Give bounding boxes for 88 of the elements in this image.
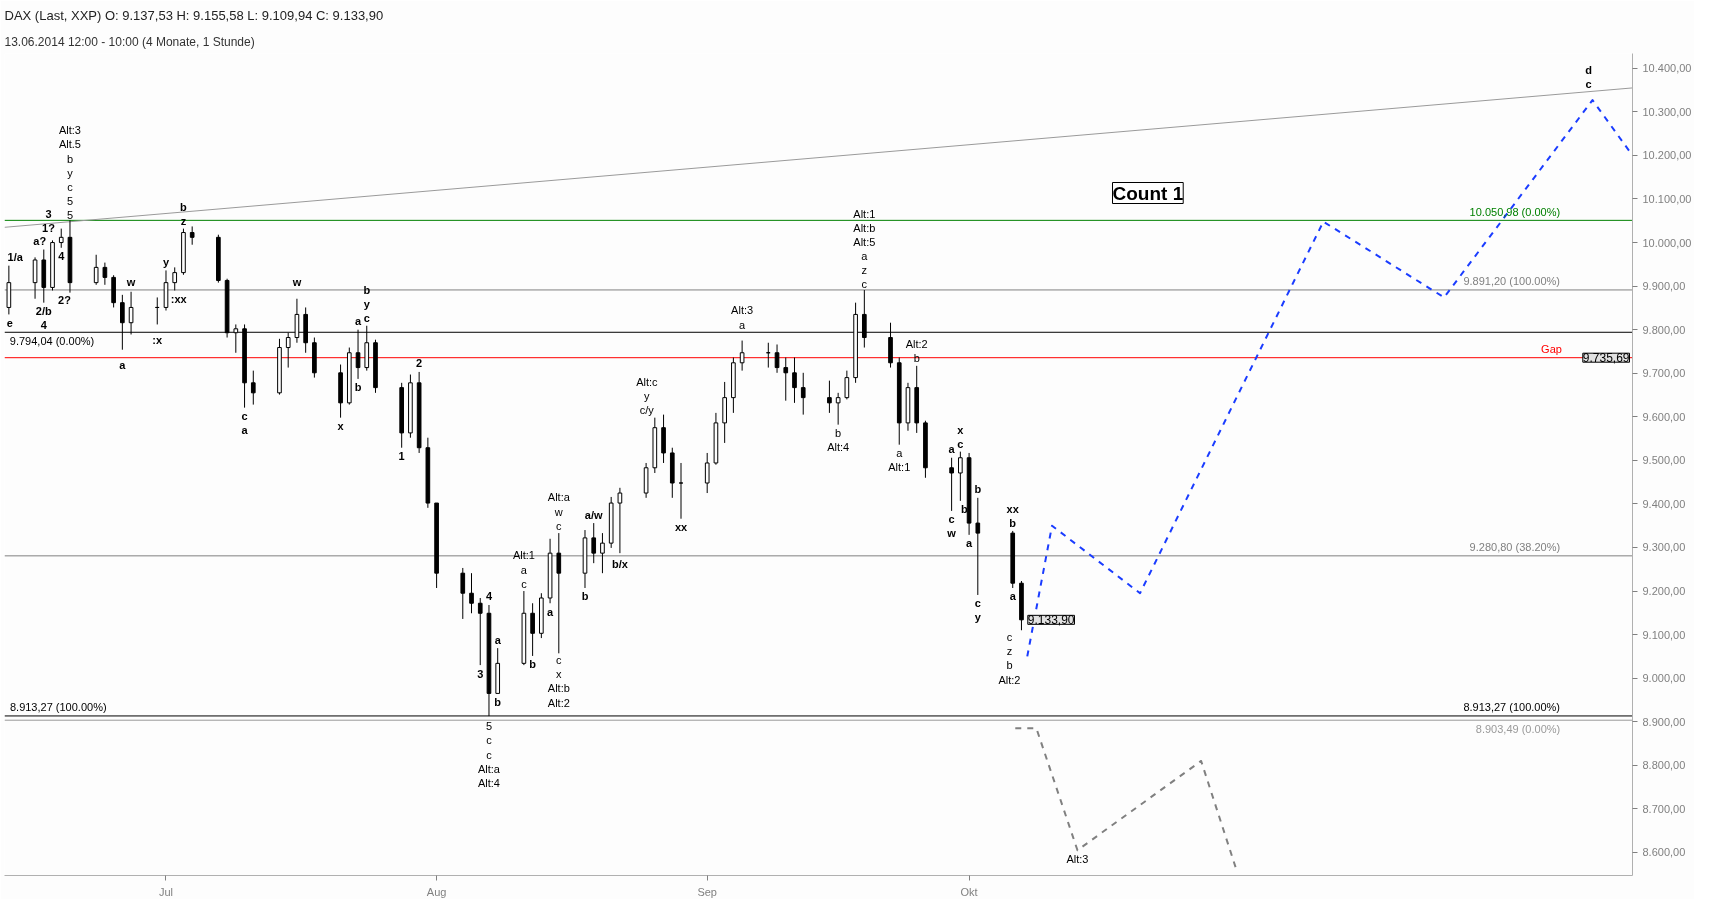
annotation: a? [33, 235, 47, 248]
annotation: x c [957, 423, 965, 450]
x-tick-label: Jul [158, 885, 174, 898]
ref-line-label: 10.050,98 (0.00%) [1469, 205, 1561, 218]
annotation: y [162, 255, 170, 268]
ref-line-label: 8.903,49 (0.00%) [1475, 722, 1561, 735]
y-tick-label: 9.300,00 [1642, 541, 1686, 554]
y-tick-label: 9.000,00 [1642, 672, 1686, 685]
annotation: b [354, 381, 362, 394]
y-tick-label: 8.800,00 [1642, 759, 1686, 772]
y-tick-label: 8.900,00 [1642, 715, 1686, 728]
annotation: 4 [485, 590, 493, 603]
annotation: b [581, 590, 589, 603]
annotation: 2/b 4 [35, 304, 53, 331]
annotation: c a [241, 409, 249, 436]
annotation: e [6, 316, 13, 329]
annotation: Alt:1 a c [512, 549, 535, 590]
annotation: c x Alt:b Alt:2 [547, 654, 570, 709]
annotation: Count 1 [1112, 182, 1184, 204]
y-tick-label: 10.000,00 [1642, 236, 1692, 249]
annotation: 9.735,69 [1582, 351, 1630, 366]
annotation: b [494, 695, 502, 708]
x-tick-label: Sep [697, 885, 717, 898]
annotation: c w [946, 512, 957, 539]
annotation: Alt:c y c/y [636, 375, 659, 417]
annotation: Alt:a w c [547, 491, 571, 532]
annotation: a [354, 315, 362, 328]
annotation: 5 c c Alt:a Alt:4 [477, 720, 501, 789]
annotation: 4 [58, 250, 66, 263]
annotation: b/x [611, 557, 629, 570]
annotation: Alt:3 [1066, 852, 1089, 865]
annotation: a/w [584, 508, 604, 521]
annotation: a [948, 443, 956, 456]
annotation: w [291, 276, 302, 289]
annotation: x [337, 420, 345, 433]
annotation: c y [974, 596, 982, 624]
y-tick-label: 9.900,00 [1642, 280, 1686, 293]
annotation: a Alt:1 [888, 446, 911, 473]
chart-title: DAX (Last, XXP) O: 9.137,53 H: 9.155,58 L: 9.109,94 C: 9.133,90 [4, 7, 384, 23]
annotation: 3 1? [42, 208, 56, 235]
x-tick-label: Aug [426, 885, 447, 898]
x-tick-label: Okt [960, 885, 978, 898]
annotation: b [974, 483, 982, 496]
annotation: c z b Alt:2 [998, 630, 1021, 686]
annotation: 1 [398, 450, 405, 463]
annotation: w [125, 276, 136, 289]
annotation: a [494, 633, 502, 646]
y-tick-label: 9.800,00 [1642, 323, 1686, 336]
annotation: Alt:3 Alt.5 b y c 5 5 [58, 124, 81, 222]
chart-subtitle: 13.06.2014 12:00 - 10:00 (4 Monate, 1 Stunde) [4, 34, 255, 49]
y-tick-label: 10.300,00 [1642, 105, 1692, 118]
annotation: b y c [363, 284, 371, 325]
y-tick-label: 10.100,00 [1642, 192, 1692, 205]
y-tick-label: 10.400,00 [1642, 62, 1692, 75]
annotation: 9.794,04 (0.00%) [9, 334, 95, 347]
annotation: :xx [170, 292, 188, 305]
y-tick-label: 9.500,00 [1642, 454, 1686, 467]
y-tick-label: 10.200,00 [1642, 149, 1692, 162]
annotation: 2 [416, 357, 423, 370]
annotation: b [529, 658, 537, 671]
annotation: a [1009, 590, 1017, 603]
annotation: 3 [477, 667, 484, 680]
ref-line-label: Gap [1541, 343, 1562, 356]
annotation: b Alt:4 [827, 426, 850, 453]
annotation: Alt:1 Alt:b Alt:5 a z c [853, 207, 876, 291]
ref-line-label: 8.913,27 (100.00%) [1463, 701, 1561, 714]
annotation: a [119, 359, 127, 372]
annotation: :x [152, 333, 164, 346]
annotation: 2? [58, 293, 72, 306]
y-tick-label: 9.400,00 [1642, 497, 1686, 510]
y-tick-label: 9.100,00 [1642, 628, 1686, 641]
y-tick-label: 8.600,00 [1642, 846, 1686, 859]
annotation: a [966, 537, 974, 550]
y-tick-label: 9.600,00 [1642, 410, 1686, 423]
y-tick-label: 9.200,00 [1642, 585, 1686, 598]
annotation: b z [180, 200, 188, 227]
annotation: 1/a [7, 251, 24, 264]
annotation: xx [674, 521, 689, 534]
annotation: d c [1585, 64, 1592, 91]
y-tick-label: 9.700,00 [1642, 367, 1686, 380]
annotation: Alt:3 a [731, 304, 754, 331]
ref-line-label: 9.280,80 (38.20%) [1469, 541, 1561, 554]
ref-line-label: 9.891,20 (100.00%) [1463, 275, 1561, 288]
annotation: a [547, 605, 555, 618]
annotation: xx b [1006, 502, 1020, 530]
annotation: 8.913,27 (100.00%) [9, 701, 107, 714]
annotation: 9.133,90 [1027, 613, 1075, 628]
y-tick-label: 8.700,00 [1642, 802, 1686, 815]
